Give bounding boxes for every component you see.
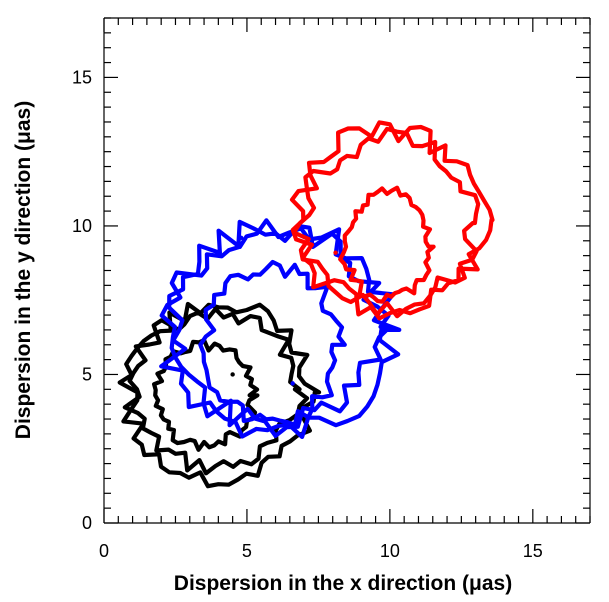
contour-series-1 xyxy=(159,218,402,439)
contour-line xyxy=(152,338,260,452)
contour-line xyxy=(289,120,495,321)
contour-series-2 xyxy=(289,120,495,321)
x-tick-label: 10 xyxy=(380,541,400,561)
contour-line xyxy=(338,185,436,304)
centroid-point xyxy=(290,381,295,386)
x-axis-title: Dispersion in the x direction (μas) xyxy=(174,572,512,595)
y-tick-label: 0 xyxy=(82,513,92,533)
centroid-point xyxy=(230,372,235,377)
x-tick-label: 5 xyxy=(242,541,252,561)
contour-lines xyxy=(117,120,495,489)
axis-ticks xyxy=(103,17,591,524)
centroid-point xyxy=(333,250,338,255)
contour-series-0 xyxy=(117,301,322,489)
y-tick-label: 15 xyxy=(72,67,92,87)
contour-line xyxy=(117,301,322,489)
y-tick-label: 5 xyxy=(82,364,92,384)
axis-tick-labels: 0 5 10 15 0 5 10 15 xyxy=(72,67,543,561)
contour-line xyxy=(159,218,402,439)
contour-line xyxy=(198,259,347,427)
y-axis-title: Dispersion in the y direction (μas) xyxy=(12,101,35,439)
centroid-point xyxy=(239,235,244,241)
y-tick-label: 10 xyxy=(72,216,92,236)
x-tick-label: 0 xyxy=(99,541,109,561)
x-tick-label: 15 xyxy=(523,541,543,561)
